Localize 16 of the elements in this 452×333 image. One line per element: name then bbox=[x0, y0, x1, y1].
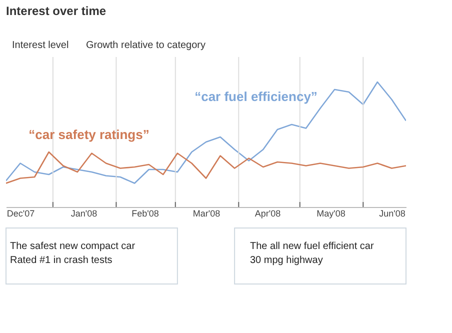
text: The safest new compact car bbox=[10, 241, 136, 252]
text: Interest level bbox=[12, 40, 69, 51]
x-tick-label: Feb'08 bbox=[132, 208, 159, 218]
x-tick-label: Jun'08 bbox=[379, 208, 406, 218]
text: Growth relative to category bbox=[86, 40, 206, 51]
x-tick-label: Apr'08 bbox=[254, 208, 281, 218]
text: 30 mpg highway bbox=[250, 255, 323, 266]
x-tick-label: Jan'08 bbox=[70, 208, 98, 218]
series-label: “car safety ratings” bbox=[28, 127, 150, 142]
x-tick-label: Dec'07 bbox=[6, 208, 35, 218]
x-tick-label: May'08 bbox=[316, 208, 346, 218]
series-label: “car fuel efficiency” bbox=[194, 89, 318, 104]
chart-title: Interest over time bbox=[6, 4, 106, 18]
text: Rated #1 in crash tests bbox=[10, 255, 112, 266]
x-tick-label: Mar'08 bbox=[192, 208, 220, 218]
text: The all new fuel efficient car bbox=[250, 241, 374, 252]
